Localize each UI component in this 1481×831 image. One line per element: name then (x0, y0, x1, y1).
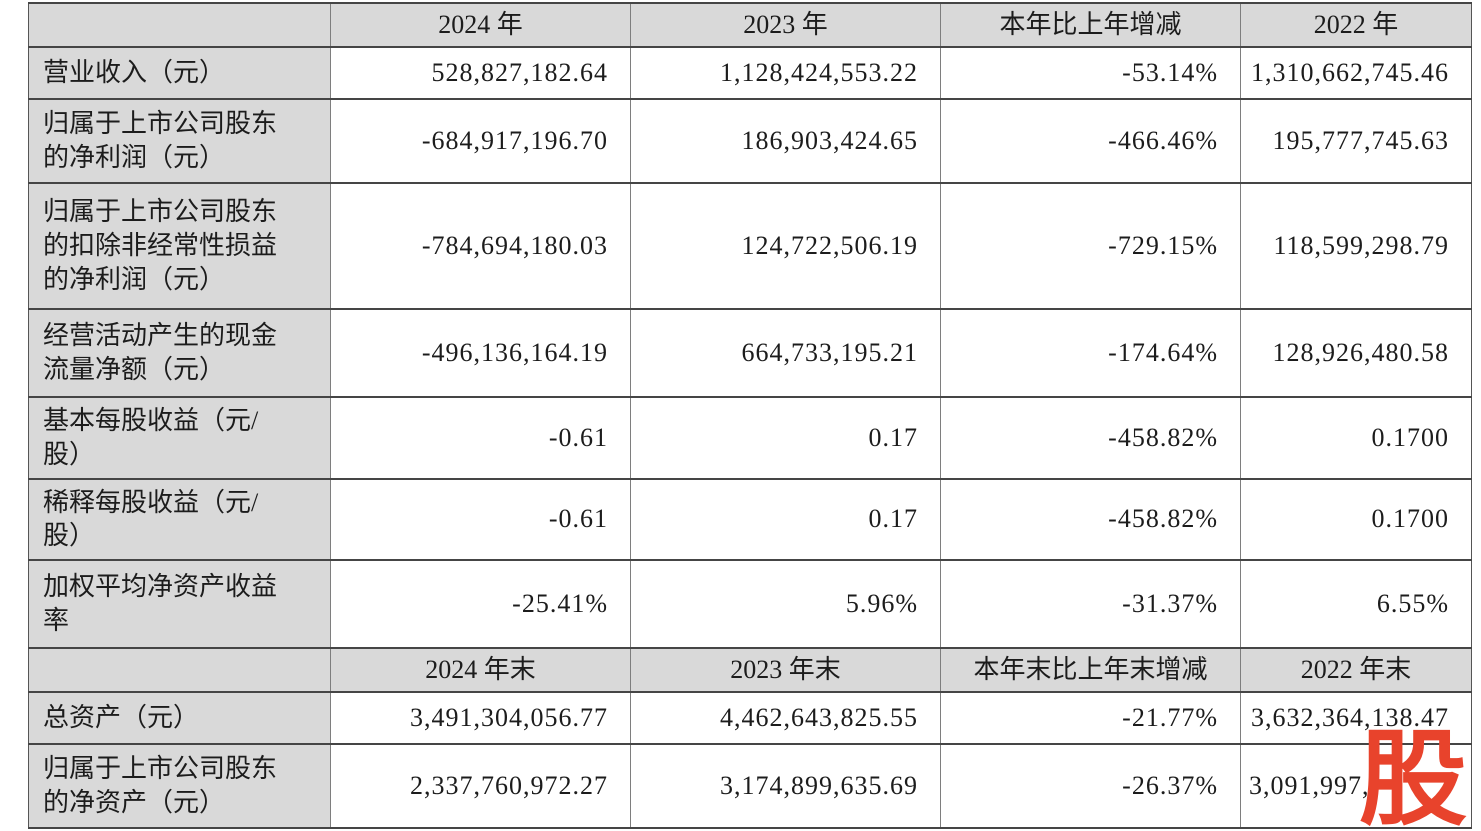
header-cell-2023: 2023 年 (630, 2, 941, 48)
value-2024: 528,827,182.64 (330, 46, 631, 100)
table-row-diluted-eps: 稀释每股收益（元/股） -0.61 0.17 -458.82% 0.1700 (28, 477, 1472, 562)
header-cell-2022-end: 2022 年末 (1240, 647, 1472, 694)
header-cell-blank (28, 647, 331, 694)
value-change: -31.37% (940, 559, 1241, 650)
financial-summary-table: 2024 年 2023 年 本年比上年增减 2022 年 营业收入（元） 528… (28, 2, 1472, 830)
value-2022: 0.1700 (1240, 477, 1472, 562)
table-row-basic-eps: 基本每股收益（元/股） -0.61 0.17 -458.82% 0.1700 (28, 396, 1472, 480)
row-label: 稀释每股收益（元/股） (28, 477, 331, 562)
value-2023-end: 4,462,643,825.55 (630, 691, 941, 746)
value-2024-end: 2,337,760,972.27 (330, 743, 631, 830)
header-cell-blank (28, 2, 331, 48)
value-2023: 0.17 (630, 477, 941, 562)
value-2024-end: 3,491,304,056.77 (330, 691, 631, 746)
value-change: -729.15% (940, 182, 1241, 310)
value-2022-end: 3,632,364,138.47 (1240, 691, 1472, 746)
value-2022: 0.1700 (1240, 396, 1472, 480)
value-2024: -684,917,196.70 (330, 98, 631, 184)
value-2023: 5.96% (630, 559, 941, 650)
row-label: 营业收入（元） (28, 46, 331, 100)
value-change: -21.77% (940, 691, 1241, 746)
value-2022: 6.55% (1240, 559, 1472, 650)
value-change: -53.14% (940, 46, 1241, 100)
table-row-revenue: 营业收入（元） 528,827,182.64 1,128,424,553.22 … (28, 46, 1472, 100)
value-change: -466.46% (940, 98, 1241, 184)
table-row-net-profit: 归属于上市公司股东的净利润（元） -684,917,196.70 186,903… (28, 98, 1472, 184)
value-2023: 124,722,506.19 (630, 182, 941, 310)
table-row-net-profit-deducted: 归属于上市公司股东的扣除非经常性损益的净利润（元） -784,694,180.0… (28, 182, 1472, 310)
year-header-row: 2024 年 2023 年 本年比上年增减 2022 年 (28, 2, 1472, 48)
row-label: 归属于上市公司股东的扣除非经常性损益的净利润（元） (28, 182, 331, 310)
value-2024: -784,694,180.03 (330, 182, 631, 310)
row-label: 归属于上市公司股东的净利润（元） (28, 98, 331, 184)
row-label: 经营活动产生的现金流量净额（元） (28, 308, 331, 398)
value-change: -458.82% (940, 396, 1241, 480)
value-2022-end-partially-obscured: 3,091,997, (1240, 743, 1472, 830)
header-cell-2024: 2024 年 (330, 2, 631, 48)
value-2024: -0.61 (330, 396, 631, 480)
value-2022: 128,926,480.58 (1240, 308, 1472, 398)
value-2022: 1,310,662,745.46 (1240, 46, 1472, 100)
header-cell-yearend-change: 本年末比上年末增减 (940, 647, 1241, 694)
value-2023-end: 3,174,899,635.69 (630, 743, 941, 830)
value-change: -26.37% (940, 743, 1241, 830)
value-2023: 186,903,424.65 (630, 98, 941, 184)
table-row-weighted-roe: 加权平均净资产收益率 -25.41% 5.96% -31.37% 6.55% (28, 559, 1472, 650)
row-label: 归属于上市公司股东的净资产（元） (28, 743, 331, 830)
value-2024: -25.41% (330, 559, 631, 650)
table-row-total-assets: 总资产（元） 3,491,304,056.77 4,462,643,825.55… (28, 691, 1472, 746)
value-2023: 0.17 (630, 396, 941, 480)
row-label: 基本每股收益（元/股） (28, 396, 331, 480)
row-label: 加权平均净资产收益率 (28, 559, 331, 650)
header-cell-2023-end: 2023 年末 (630, 647, 941, 694)
table-row-net-assets: 归属于上市公司股东的净资产（元） 2,337,760,972.27 3,174,… (28, 743, 1472, 830)
header-cell-2022: 2022 年 (1240, 2, 1472, 48)
value-2023: 1,128,424,553.22 (630, 46, 941, 100)
yearend-header-row: 2024 年末 2023 年末 本年末比上年末增减 2022 年末 (28, 647, 1472, 694)
row-label: 总资产（元） (28, 691, 331, 746)
value-2024: -0.61 (330, 477, 631, 562)
value-change: -174.64% (940, 308, 1241, 398)
header-cell-yoy-change: 本年比上年增减 (940, 2, 1241, 48)
value-2023: 664,733,195.21 (630, 308, 941, 398)
header-cell-2024-end: 2024 年末 (330, 647, 631, 694)
value-2022: 118,599,298.79 (1240, 182, 1472, 310)
value-change: -458.82% (940, 477, 1241, 562)
value-2022: 195,777,745.63 (1240, 98, 1472, 184)
table-row-operating-cash-flow: 经营活动产生的现金流量净额（元） -496,136,164.19 664,733… (28, 308, 1472, 398)
value-2024: -496,136,164.19 (330, 308, 631, 398)
